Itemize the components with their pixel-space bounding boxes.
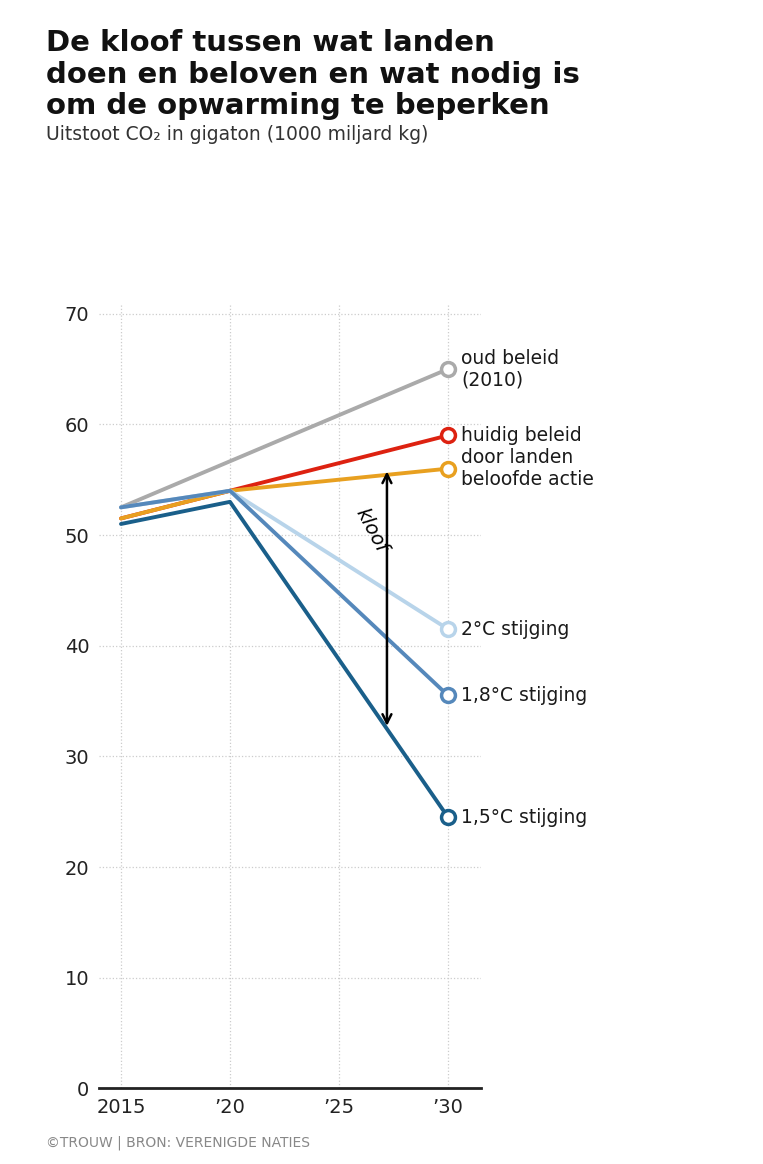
Text: kloof: kloof xyxy=(352,505,391,555)
Text: 1,8°C stijging: 1,8°C stijging xyxy=(461,686,588,705)
Text: door landen
beloofde actie: door landen beloofde actie xyxy=(461,448,594,489)
Text: 1,5°C stijging: 1,5°C stijging xyxy=(461,808,588,826)
Text: doen en beloven en wat nodig is: doen en beloven en wat nodig is xyxy=(46,61,580,88)
Text: ©TROUW | BRON: VERENIGDE NATIES: ©TROUW | BRON: VERENIGDE NATIES xyxy=(46,1136,310,1150)
Text: oud beleid
(2010): oud beleid (2010) xyxy=(461,348,559,390)
Text: om de opwarming te beperken: om de opwarming te beperken xyxy=(46,92,549,120)
Text: Uitstoot CO₂ in gigaton (1000 miljard kg): Uitstoot CO₂ in gigaton (1000 miljard kg… xyxy=(46,125,428,143)
Text: huidig beleid: huidig beleid xyxy=(461,426,582,445)
Text: De kloof tussen wat landen: De kloof tussen wat landen xyxy=(46,29,494,57)
Text: 2°C stijging: 2°C stijging xyxy=(461,619,569,639)
